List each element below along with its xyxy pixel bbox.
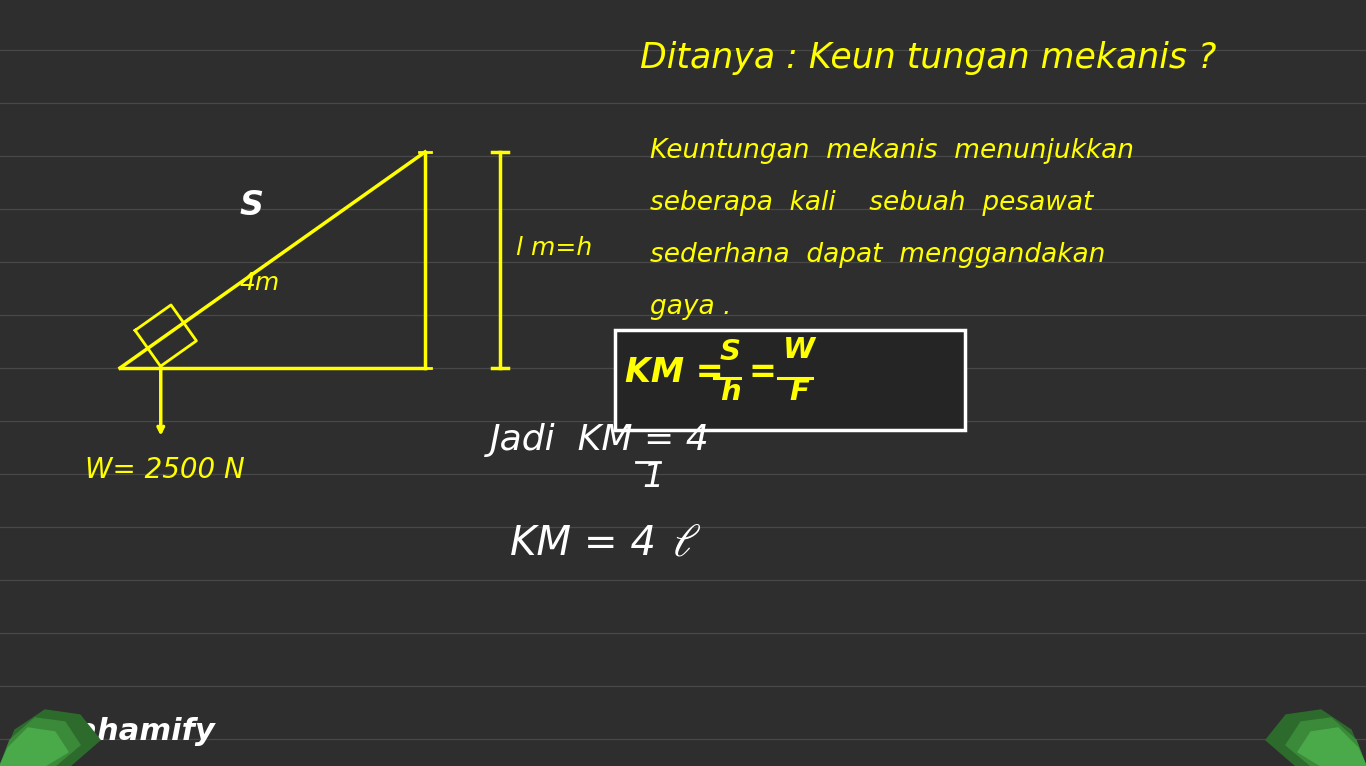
Text: Ditanya : Keun tungan mekanis ?: Ditanya : Keun tungan mekanis ?	[641, 41, 1217, 75]
Text: 1: 1	[642, 461, 664, 494]
Polygon shape	[0, 718, 81, 766]
Polygon shape	[1266, 710, 1366, 766]
Text: S: S	[720, 338, 740, 366]
Text: S: S	[240, 189, 264, 222]
Text: sederhana  dapat  menggandakan: sederhana dapat menggandakan	[650, 242, 1105, 268]
Text: W: W	[783, 336, 816, 364]
Text: Jadi  KM = 4: Jadi KM = 4	[490, 423, 710, 457]
Text: KM = 4: KM = 4	[510, 524, 656, 563]
Text: $\mathscr{l}$: $\mathscr{l}$	[672, 520, 701, 565]
Text: Pahamify: Pahamify	[56, 717, 214, 746]
Text: F: F	[790, 378, 809, 406]
Polygon shape	[1298, 728, 1366, 766]
Text: gaya .: gaya .	[650, 294, 731, 320]
Text: h: h	[720, 378, 740, 406]
Text: l m=h: l m=h	[516, 236, 593, 260]
Polygon shape	[1285, 718, 1366, 766]
Text: 4m: 4m	[240, 271, 280, 295]
Polygon shape	[0, 728, 68, 766]
Text: =: =	[749, 356, 776, 389]
Bar	[615, 330, 964, 430]
Text: W= 2500 N: W= 2500 N	[85, 456, 245, 484]
Text: KM =: KM =	[626, 356, 724, 389]
Text: Keuntungan  mekanis  menunjukkan: Keuntungan mekanis menunjukkan	[650, 138, 1134, 164]
Text: seberapa  kali    sebuah  pesawat: seberapa kali sebuah pesawat	[650, 190, 1093, 216]
Polygon shape	[0, 710, 100, 766]
